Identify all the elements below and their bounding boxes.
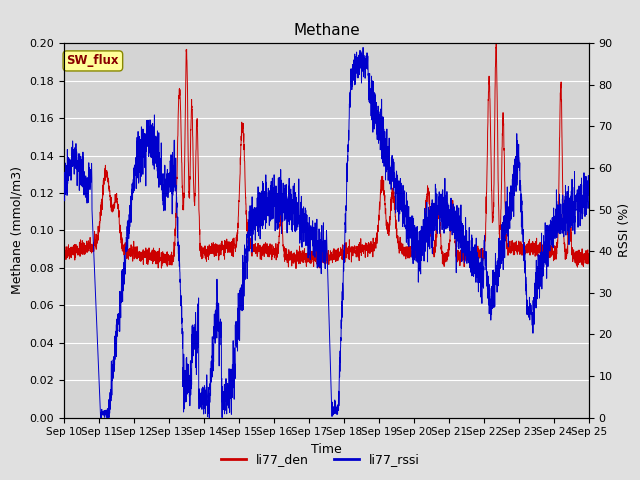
Y-axis label: RSSI (%): RSSI (%) xyxy=(618,204,631,257)
Title: Methane: Methane xyxy=(293,23,360,38)
X-axis label: Time: Time xyxy=(311,443,342,456)
Legend: li77_den, li77_rssi: li77_den, li77_rssi xyxy=(216,448,424,471)
Y-axis label: Methane (mmol/m3): Methane (mmol/m3) xyxy=(11,167,24,294)
Text: SW_flux: SW_flux xyxy=(67,54,119,67)
